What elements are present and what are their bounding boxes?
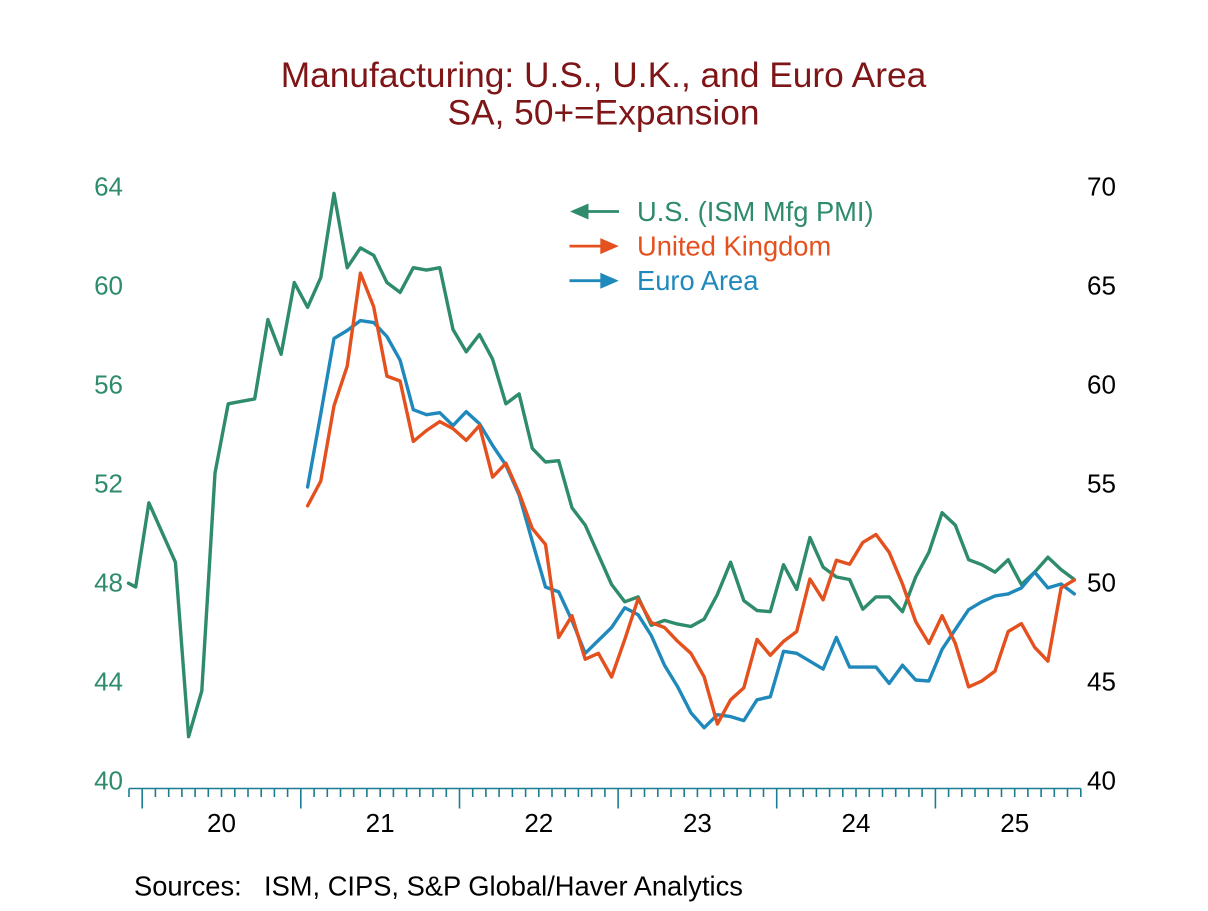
svg-text:25: 25 [1000,808,1029,838]
svg-text:55: 55 [1087,469,1116,499]
svg-text:22: 22 [524,808,553,838]
svg-text:40: 40 [1087,766,1116,796]
svg-text:ISM, CIPS, S&P Global/Haver An: ISM, CIPS, S&P Global/Haver Analytics [264,871,743,902]
svg-text:56: 56 [94,370,123,400]
svg-text:45: 45 [1087,667,1116,697]
svg-text:52: 52 [94,469,123,499]
svg-text:64: 64 [94,172,123,202]
svg-text:20: 20 [207,808,236,838]
svg-text:Sources:: Sources: [134,871,242,902]
svg-text:United Kingdom: United Kingdom [637,231,831,262]
svg-text:50: 50 [1087,568,1116,598]
svg-text:70: 70 [1087,172,1116,202]
svg-text:SA, 50+=Expansion: SA, 50+=Expansion [447,94,759,133]
svg-text:60: 60 [1087,370,1116,400]
svg-text:Euro Area: Euro Area [637,265,759,296]
svg-text:21: 21 [366,808,395,838]
svg-text:40: 40 [94,766,123,796]
svg-text:24: 24 [842,808,871,838]
svg-text:65: 65 [1087,271,1116,301]
svg-text:Manufacturing: U.S., U.K., and: Manufacturing: U.S., U.K., and Euro Area [281,56,927,95]
svg-text:U.S. (ISM Mfg PMI): U.S. (ISM Mfg PMI) [637,196,874,227]
svg-text:23: 23 [683,808,712,838]
svg-text:44: 44 [94,667,123,697]
svg-text:60: 60 [94,271,123,301]
svg-text:48: 48 [94,568,123,598]
